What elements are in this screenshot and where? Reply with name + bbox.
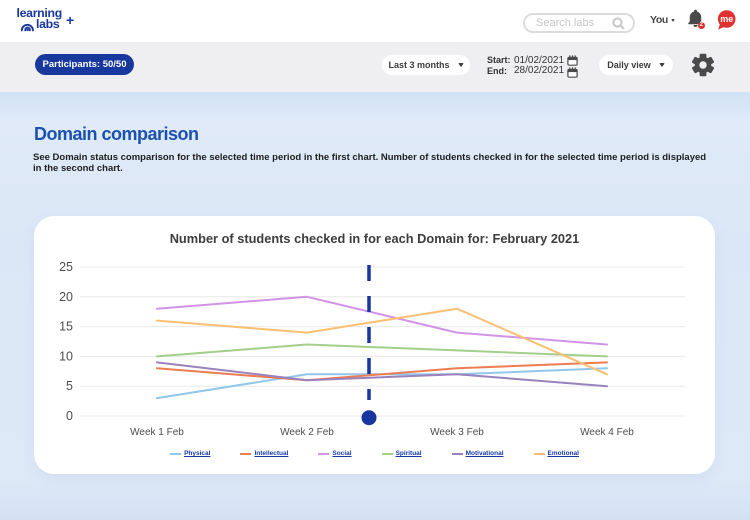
svg-text:Week 4 Feb: Week 4 Feb xyxy=(580,427,634,438)
svg-text:0: 0 xyxy=(66,409,73,423)
svg-text:15: 15 xyxy=(59,320,73,334)
svg-text:me: me xyxy=(720,14,733,24)
svg-text:5: 5 xyxy=(66,379,73,393)
svg-text:10: 10 xyxy=(59,349,73,363)
svg-text:Week 3 Feb: Week 3 Feb xyxy=(430,427,484,438)
svg-text:25: 25 xyxy=(59,260,73,274)
svg-text:Week 1 Feb: Week 1 Feb xyxy=(130,427,184,438)
svg-text:20: 20 xyxy=(59,290,73,304)
svg-text:Week 2 Feb: Week 2 Feb xyxy=(280,427,334,438)
